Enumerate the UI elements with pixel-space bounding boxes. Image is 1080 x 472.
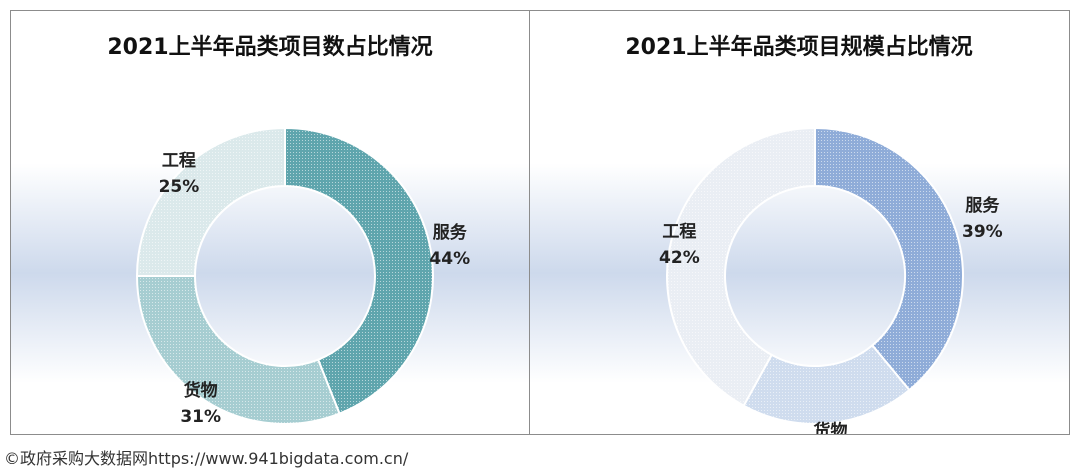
chart-title: 2021上半年品类项目规模占比情况 [625,34,972,60]
donut-slice-服务 [814,126,964,392]
source-caption: ©政府采购大数据网https://www.941bigdata.com.cn/ [4,449,409,468]
category-label: 服务 [433,222,468,243]
donut-slice-工程 [135,126,286,277]
donut-chart-project-count: 2021上半年品类项目数占比情况 服务 44% 货物 31% 工程 25% [107,34,470,427]
percent-label: 39% [962,222,1003,242]
category-label: 货物 [814,420,848,434]
category-label: 服务 [965,195,1000,216]
chart-title: 2021上半年品类项目数占比情况 [107,34,432,60]
percent-label: 42% [659,248,700,268]
category-label: 工程 [162,151,196,171]
category-label: 工程 [662,222,696,242]
category-label: 货物 [184,380,218,401]
chart-panel-project-count: 2021上半年品类项目数占比情况 服务 44% 货物 31% 工程 25% [11,11,530,434]
chart-frame: 2021上半年品类项目数占比情况 服务 44% 货物 31% 工程 25% 2021上半年… [10,10,1070,435]
percent-label: 44% [429,249,470,269]
percent-label: 31% [180,407,221,427]
donut-slice-货物 [135,275,341,425]
percent-label: 25% [159,177,200,197]
